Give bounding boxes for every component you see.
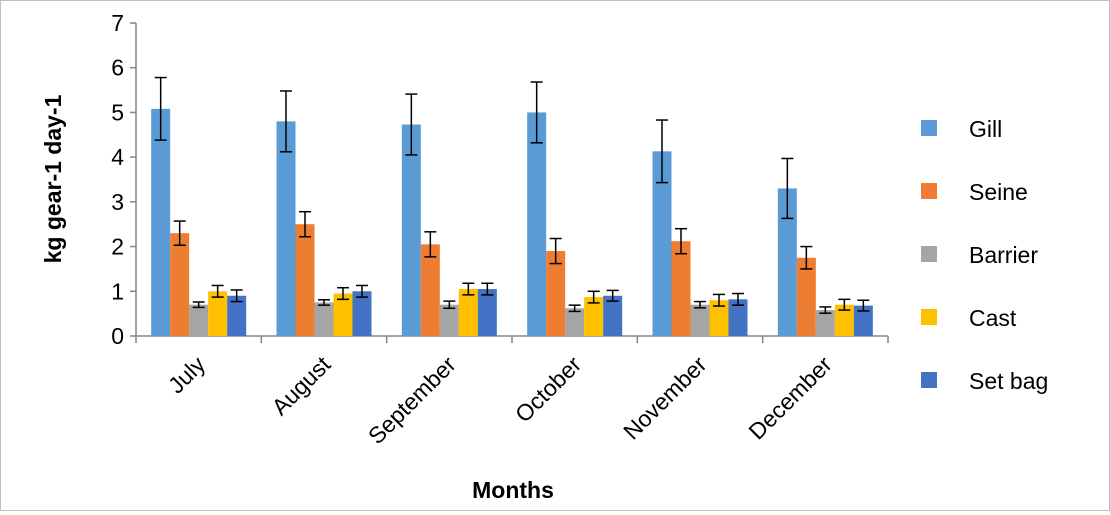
legend-label: Seine: [969, 179, 1028, 205]
bar-barrier: [815, 310, 835, 336]
x-tick-label: July: [163, 351, 211, 399]
bar-cast: [208, 291, 228, 336]
legend-swatch: [921, 183, 937, 199]
bar-cast: [834, 304, 854, 336]
legend-swatch: [921, 372, 937, 388]
legend-label: Set bag: [969, 368, 1048, 394]
bar-gill: [151, 108, 171, 336]
bar-cast: [709, 300, 729, 336]
y-axis-label: kg gear-1 day-1: [40, 94, 66, 263]
x-tick-label: August: [267, 351, 336, 420]
bar-set-bag: [728, 299, 748, 336]
legend-swatch: [921, 309, 937, 325]
bar-gill: [276, 121, 296, 336]
bar-seine: [420, 244, 440, 336]
y-tick-label: 2: [111, 234, 124, 260]
bar-gill: [401, 124, 421, 336]
bar-seine: [295, 224, 315, 336]
bar-barrier: [189, 304, 209, 336]
bar-barrier: [314, 302, 334, 336]
x-axis-label: Months: [472, 477, 554, 503]
bar-gill: [652, 151, 672, 336]
bar-seine: [546, 251, 566, 336]
bar-set-bag: [477, 289, 497, 336]
y-tick-label: 3: [111, 189, 124, 215]
bar-gill: [777, 188, 797, 336]
bar-set-bag: [227, 295, 247, 336]
y-tick-label: 4: [111, 144, 124, 170]
bar-set-bag: [853, 305, 873, 336]
legend-label: Barrier: [969, 242, 1038, 268]
bar-set-bag: [603, 295, 623, 336]
bar-gill: [527, 112, 547, 336]
y-tick-label: 5: [111, 99, 124, 125]
x-tick-label: December: [743, 351, 837, 445]
legend-swatch: [921, 120, 937, 136]
y-tick-label: 0: [111, 323, 124, 349]
legend-label: Gill: [969, 116, 1002, 142]
bar-set-bag: [352, 291, 372, 336]
y-tick-label: 1: [111, 278, 124, 304]
bar-barrier: [690, 304, 710, 336]
x-tick-label: October: [510, 351, 586, 427]
x-tick-label: September: [363, 351, 461, 449]
y-tick-label: 7: [111, 10, 124, 36]
y-tick-label: 6: [111, 55, 124, 81]
bar-cast: [584, 297, 604, 336]
x-tick-label: November: [618, 351, 712, 445]
bar-cast: [333, 293, 353, 336]
legend-label: Cast: [969, 305, 1017, 331]
bar-cast: [458, 289, 478, 336]
legend-swatch: [921, 246, 937, 262]
bar-seine: [671, 241, 691, 336]
bar-barrier: [439, 304, 459, 336]
bar-seine: [170, 233, 190, 336]
bar-seine: [796, 257, 816, 336]
bar-barrier: [565, 308, 585, 336]
